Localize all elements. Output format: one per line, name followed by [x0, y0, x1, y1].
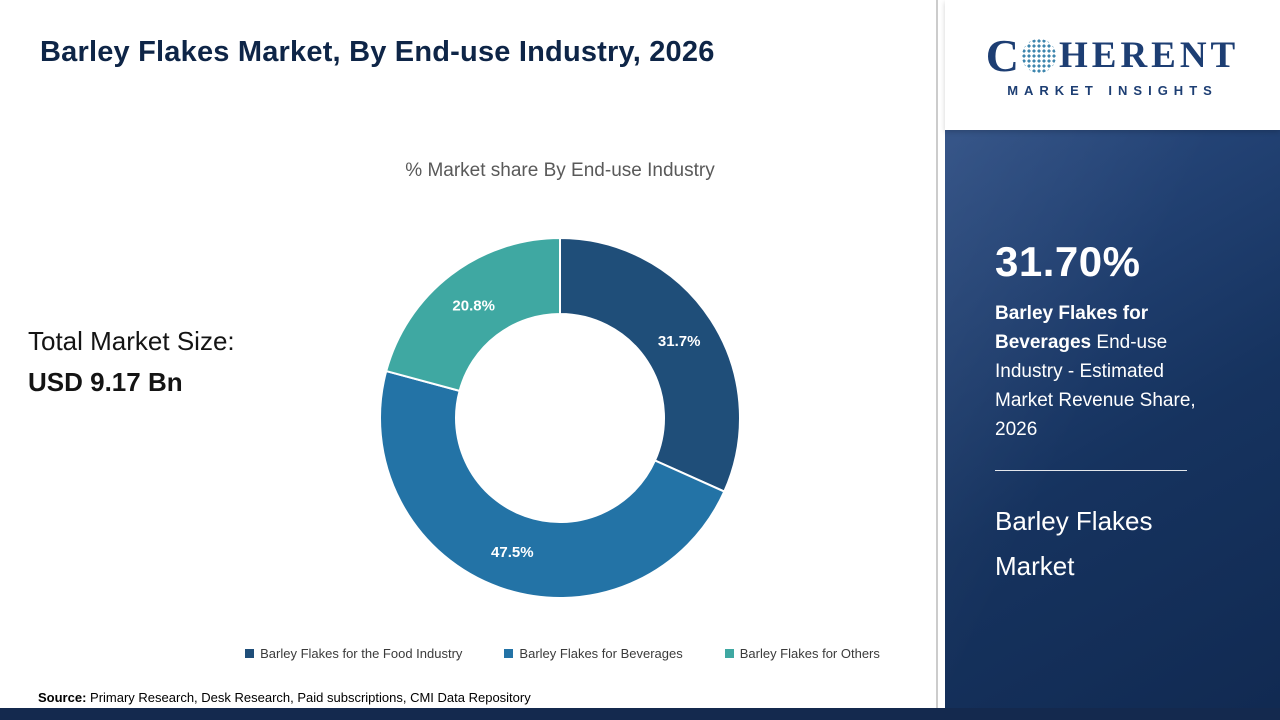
highlight-description-rest: End-use Industry - Estimated Market Reve…	[995, 331, 1196, 440]
legend-label: Barley Flakes for the Food Industry	[260, 646, 463, 661]
source-label: Source:	[38, 690, 87, 705]
page-title: Barley Flakes Market, By End-use Industr…	[40, 36, 715, 68]
highlight-sidebar: 31.70% Barley Flakes for Beverages End-u…	[945, 130, 1280, 708]
footer-bar	[0, 708, 1280, 720]
sidebar-divider	[995, 470, 1187, 472]
logo-wordmark: C HERENT	[985, 29, 1240, 81]
report-name-line2: Market	[995, 551, 1075, 582]
report-name: Barley Flakes Market	[995, 499, 1244, 588]
donut-chart: 31.7% 47.5% 20.8%	[379, 236, 741, 599]
donut-slice	[385, 236, 561, 393]
chart-title: % Market share By End-use Industry	[405, 160, 715, 181]
legend-item: Barley Flakes for Beverages	[504, 646, 683, 661]
total-market-size: Total Market Size: USD 9.17 Bn	[28, 326, 235, 398]
report-name-line1: Barley Flakes	[995, 506, 1153, 537]
highlight-description: Barley Flakes for Beverages End-use Indu…	[995, 300, 1215, 444]
slice-label: 31.7%	[658, 333, 701, 350]
highlight-description-bold: Barley Flakes for Beverages	[995, 303, 1149, 353]
donut-slice	[559, 236, 741, 493]
company-logo: C HERENT MARKET INSIGHTS	[945, 0, 1280, 130]
globe-icon	[1021, 38, 1056, 73]
highlight-percentage: 31.70%	[995, 238, 1141, 285]
logo-letter-c: C	[985, 29, 1019, 81]
total-market-size-value: USD 9.17 Bn	[28, 367, 183, 397]
donut-chart-container: 31.7% 47.5% 20.8%	[370, 228, 750, 608]
vertical-divider	[936, 0, 938, 708]
source-line: Source: Primary Research, Desk Research,…	[38, 690, 531, 705]
legend-swatch	[245, 649, 255, 658]
logo-subtitle: MARKET INSIGHTS	[1007, 82, 1218, 98]
donut-slice	[379, 369, 726, 599]
source-text: Primary Research, Desk Research, Paid su…	[86, 690, 531, 705]
legend-item: Barley Flakes for Others	[724, 646, 880, 661]
logo-wordmark-text: HERENT	[1058, 35, 1240, 76]
legend-label: Barley Flakes for Others	[739, 646, 880, 661]
total-market-size-label: Total Market Size:	[28, 326, 235, 356]
chart-legend: Barley Flakes for the Food Industry Barle…	[190, 646, 935, 661]
slice-label: 20.8%	[452, 297, 495, 314]
legend-item: Barley Flakes for the Food Industry	[245, 646, 462, 661]
slice-label: 47.5%	[491, 544, 534, 561]
legend-swatch	[504, 649, 514, 658]
legend-label: Barley Flakes for Beverages	[519, 646, 683, 661]
legend-swatch	[724, 649, 734, 658]
